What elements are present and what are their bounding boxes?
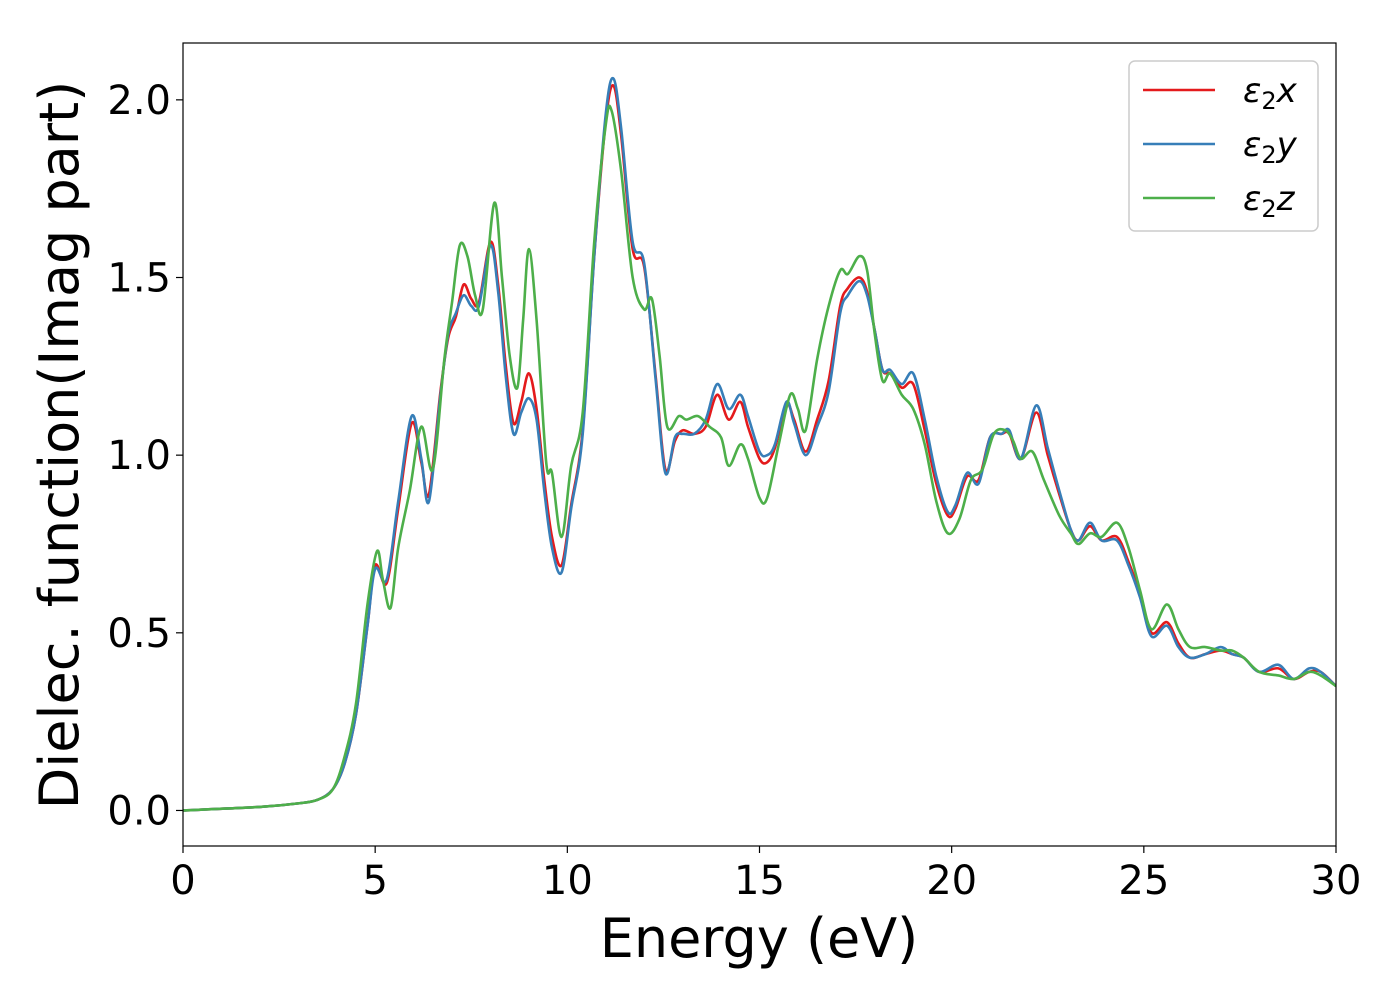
series-line-z [183,104,1336,812]
y-tick-label: 0.0 [107,788,171,834]
legend: ε2x ε2y ε2z [1128,60,1319,232]
y-tick-label: 0.5 [107,611,171,657]
x-tick-label: 25 [1118,858,1169,904]
x-tick-label: 0 [170,858,195,904]
x-tick-label: 30 [1311,858,1362,904]
legend-label-y: ε2y [1243,125,1298,169]
y-tick-label: 1.0 [107,433,171,479]
series-layer [183,76,1336,812]
x-tick-label: 10 [542,858,593,904]
y-axis-label: Dielec. function(Imag part) [28,81,91,810]
legend-box [1128,60,1319,232]
x-axis-label: Energy (eV) [600,907,919,970]
y-tick-label: 2.0 [107,78,171,124]
x-tick-label: 20 [926,858,977,904]
x-tick-label: 5 [362,858,387,904]
x-axis: 0 5 10 15 20 25 30 [170,846,1361,904]
x-tick-label: 15 [734,858,785,904]
y-axis: 0.0 0.5 1.0 1.5 2.0 [107,78,183,834]
y-tick-label: 1.5 [107,256,171,302]
legend-label-x: ε2x [1243,71,1298,115]
legend-label-z: ε2z [1243,179,1296,223]
series-line-y [183,76,1336,812]
